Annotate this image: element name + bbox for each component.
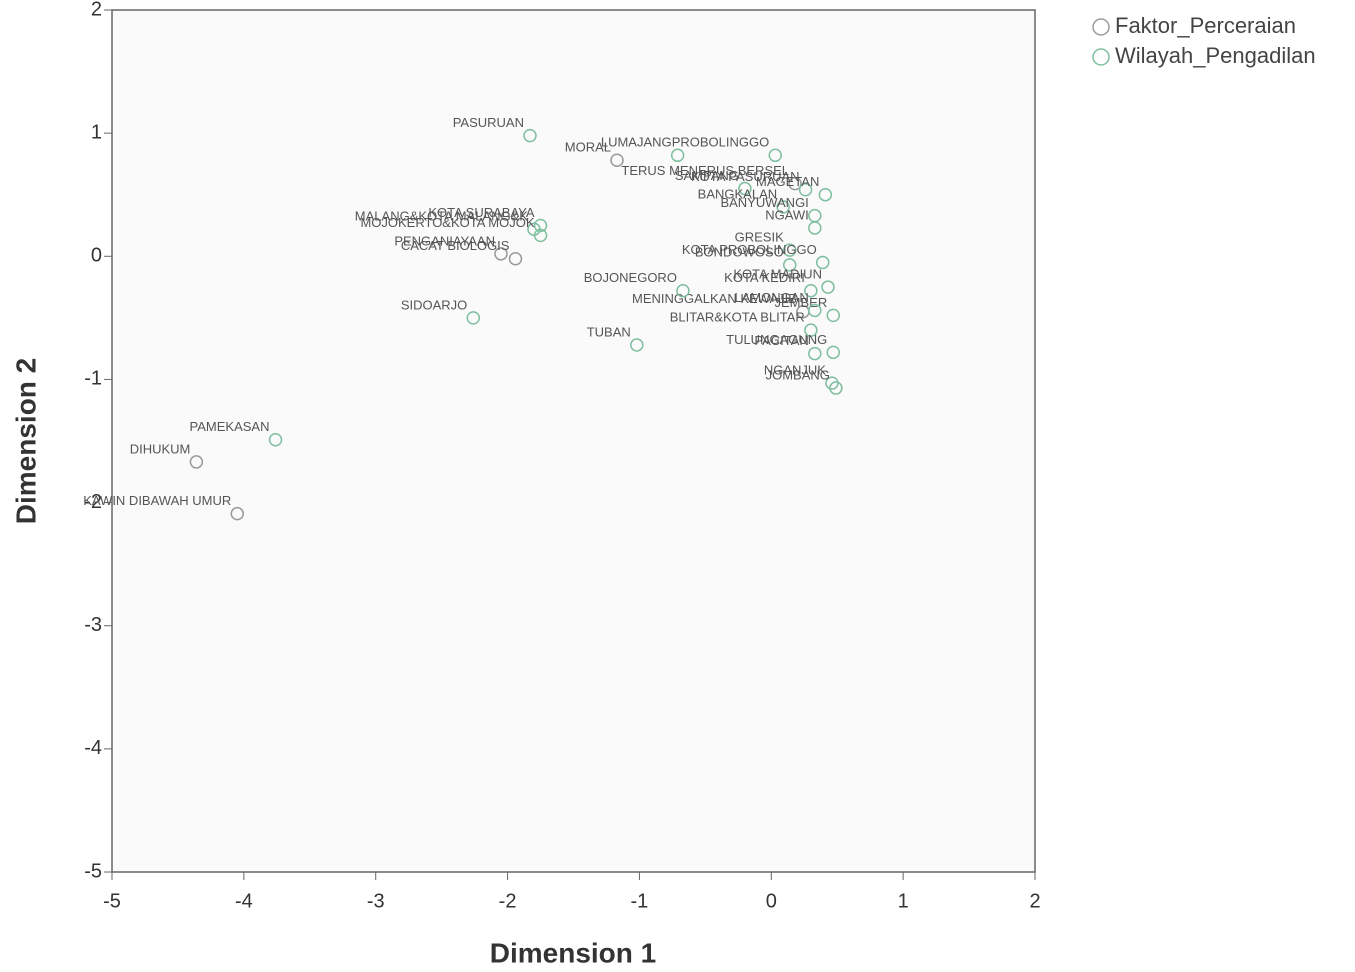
point xyxy=(630,338,644,352)
point-label: KOTA PASURUAN xyxy=(691,169,800,184)
point-label: BANGKALAN xyxy=(698,186,777,201)
point-label: MORAL xyxy=(565,140,611,155)
plot-area xyxy=(111,9,1036,873)
y-tick-label: 0 xyxy=(91,245,102,267)
point xyxy=(782,243,797,257)
legend-marker xyxy=(1092,48,1110,66)
point xyxy=(829,381,843,395)
point-label: SAMPANG xyxy=(675,168,739,183)
x-tick-label: 0 xyxy=(766,890,777,912)
point-label: JOMBANG xyxy=(766,367,830,382)
point xyxy=(466,311,481,325)
y-tick-label: -2 xyxy=(84,491,102,513)
y-tick-label: -4 xyxy=(84,737,102,759)
point xyxy=(788,176,802,191)
point xyxy=(776,200,790,214)
point-label: DIHUKUM xyxy=(130,441,191,456)
point xyxy=(738,181,752,196)
point xyxy=(804,323,818,337)
point-label: GRESIK xyxy=(735,230,784,245)
point-label: JEMBER xyxy=(775,295,828,310)
point xyxy=(815,255,830,270)
point-label: TERUS MENERUS BERSEL xyxy=(621,163,789,178)
point-label: MENINGGALKAN KEWAJIB xyxy=(632,291,797,306)
point-label: MOJOKERTO&KOTA MOJOK xyxy=(360,215,534,230)
point xyxy=(533,218,548,233)
point xyxy=(670,148,685,163)
point-label: TULUNGAGUNG xyxy=(726,332,827,347)
point xyxy=(533,228,548,243)
point xyxy=(818,187,833,202)
point xyxy=(798,183,813,197)
point-label: BOJONEGORO xyxy=(584,270,677,285)
point-label: LAMONGAN xyxy=(734,290,808,305)
point xyxy=(610,153,624,167)
point xyxy=(821,280,835,294)
x-tick-label: -4 xyxy=(235,890,253,912)
x-tick-label: -1 xyxy=(631,890,649,912)
point xyxy=(508,251,523,266)
x-axis-title: Dimension 1 xyxy=(490,937,656,968)
point xyxy=(826,345,841,360)
y-tick-label: 1 xyxy=(91,121,102,143)
point xyxy=(808,346,822,361)
point-label: NGAWI xyxy=(765,207,809,222)
y-tick-label: 2 xyxy=(91,0,102,20)
x-tick-label: 2 xyxy=(1029,890,1040,912)
x-tick-label: -2 xyxy=(499,890,517,912)
point xyxy=(494,247,508,261)
x-tick-label: 1 xyxy=(898,890,909,912)
point-label: KOTA PROBOLINGGO xyxy=(682,242,817,257)
legend-label: Wilayah_Pengadilan xyxy=(1115,43,1316,68)
point-label: KAWIN DIBAWAH UMUR xyxy=(83,493,231,508)
point xyxy=(768,148,782,163)
point-label: BLITAR&KOTA BLITAR xyxy=(670,310,805,325)
point xyxy=(268,433,283,447)
point-label: TUBAN xyxy=(587,324,631,339)
point xyxy=(826,308,841,323)
point-label: SIDOARJO xyxy=(401,297,467,312)
point-label: KOTA SURABAYA xyxy=(428,205,535,220)
point xyxy=(782,258,797,272)
legend-marker xyxy=(1092,18,1110,36)
point-label: MAGETAN xyxy=(756,174,819,189)
point xyxy=(189,455,204,469)
legend-label: Faktor_Perceraian xyxy=(1115,13,1296,38)
y-tick-label: -3 xyxy=(84,614,102,636)
x-tick-label: -3 xyxy=(367,890,385,912)
point-label: BANYUWANGI xyxy=(720,195,808,210)
point-label: PASURUAN xyxy=(453,115,524,130)
point-label: PAMEKASAN xyxy=(190,419,270,434)
x-tick-label: -5 xyxy=(103,890,121,912)
point-label: BONDOWOSO xyxy=(695,244,784,259)
point xyxy=(808,303,822,318)
point-label: MALANG&KOTA MALANG&K xyxy=(355,209,528,224)
point xyxy=(808,221,822,235)
point-label: PACITAN xyxy=(754,333,808,348)
point-label: KOTA MADIUN xyxy=(733,267,822,282)
point xyxy=(230,506,245,521)
y-axis-title: Dimension 2 xyxy=(10,358,41,524)
point xyxy=(676,284,690,298)
point-label: KOTA KEDIRI xyxy=(724,270,805,285)
point-label: NGANJUK xyxy=(764,363,826,378)
point xyxy=(804,284,818,298)
point-label: LUMAJANG xyxy=(601,135,672,150)
point xyxy=(523,128,537,143)
y-tick-label: -1 xyxy=(84,368,102,390)
y-tick-label: -5 xyxy=(84,860,102,882)
point-label: PROBOLINGGO xyxy=(672,135,770,150)
point-label: PENGANIAYAAN xyxy=(394,233,495,248)
point-label: CACAT BIOLOGIS xyxy=(401,238,510,253)
